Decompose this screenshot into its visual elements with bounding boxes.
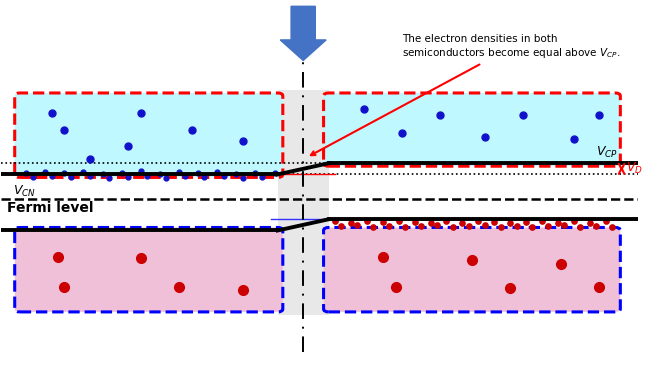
Text: $V_D$: $V_D$	[626, 161, 643, 176]
FancyArrow shape	[280, 6, 326, 60]
Text: $V_{CP}$: $V_{CP}$	[597, 145, 619, 160]
FancyBboxPatch shape	[324, 228, 620, 312]
Text: $V_{CN}$: $V_{CN}$	[13, 184, 37, 199]
Text: The electron densities in both
semiconductors become equal above $V_{CP}$.: The electron densities in both semicondu…	[311, 34, 621, 155]
Bar	[278, 90, 328, 315]
FancyBboxPatch shape	[15, 93, 283, 177]
Text: Fermi level: Fermi level	[7, 201, 93, 214]
FancyBboxPatch shape	[15, 228, 283, 312]
FancyBboxPatch shape	[324, 93, 620, 166]
